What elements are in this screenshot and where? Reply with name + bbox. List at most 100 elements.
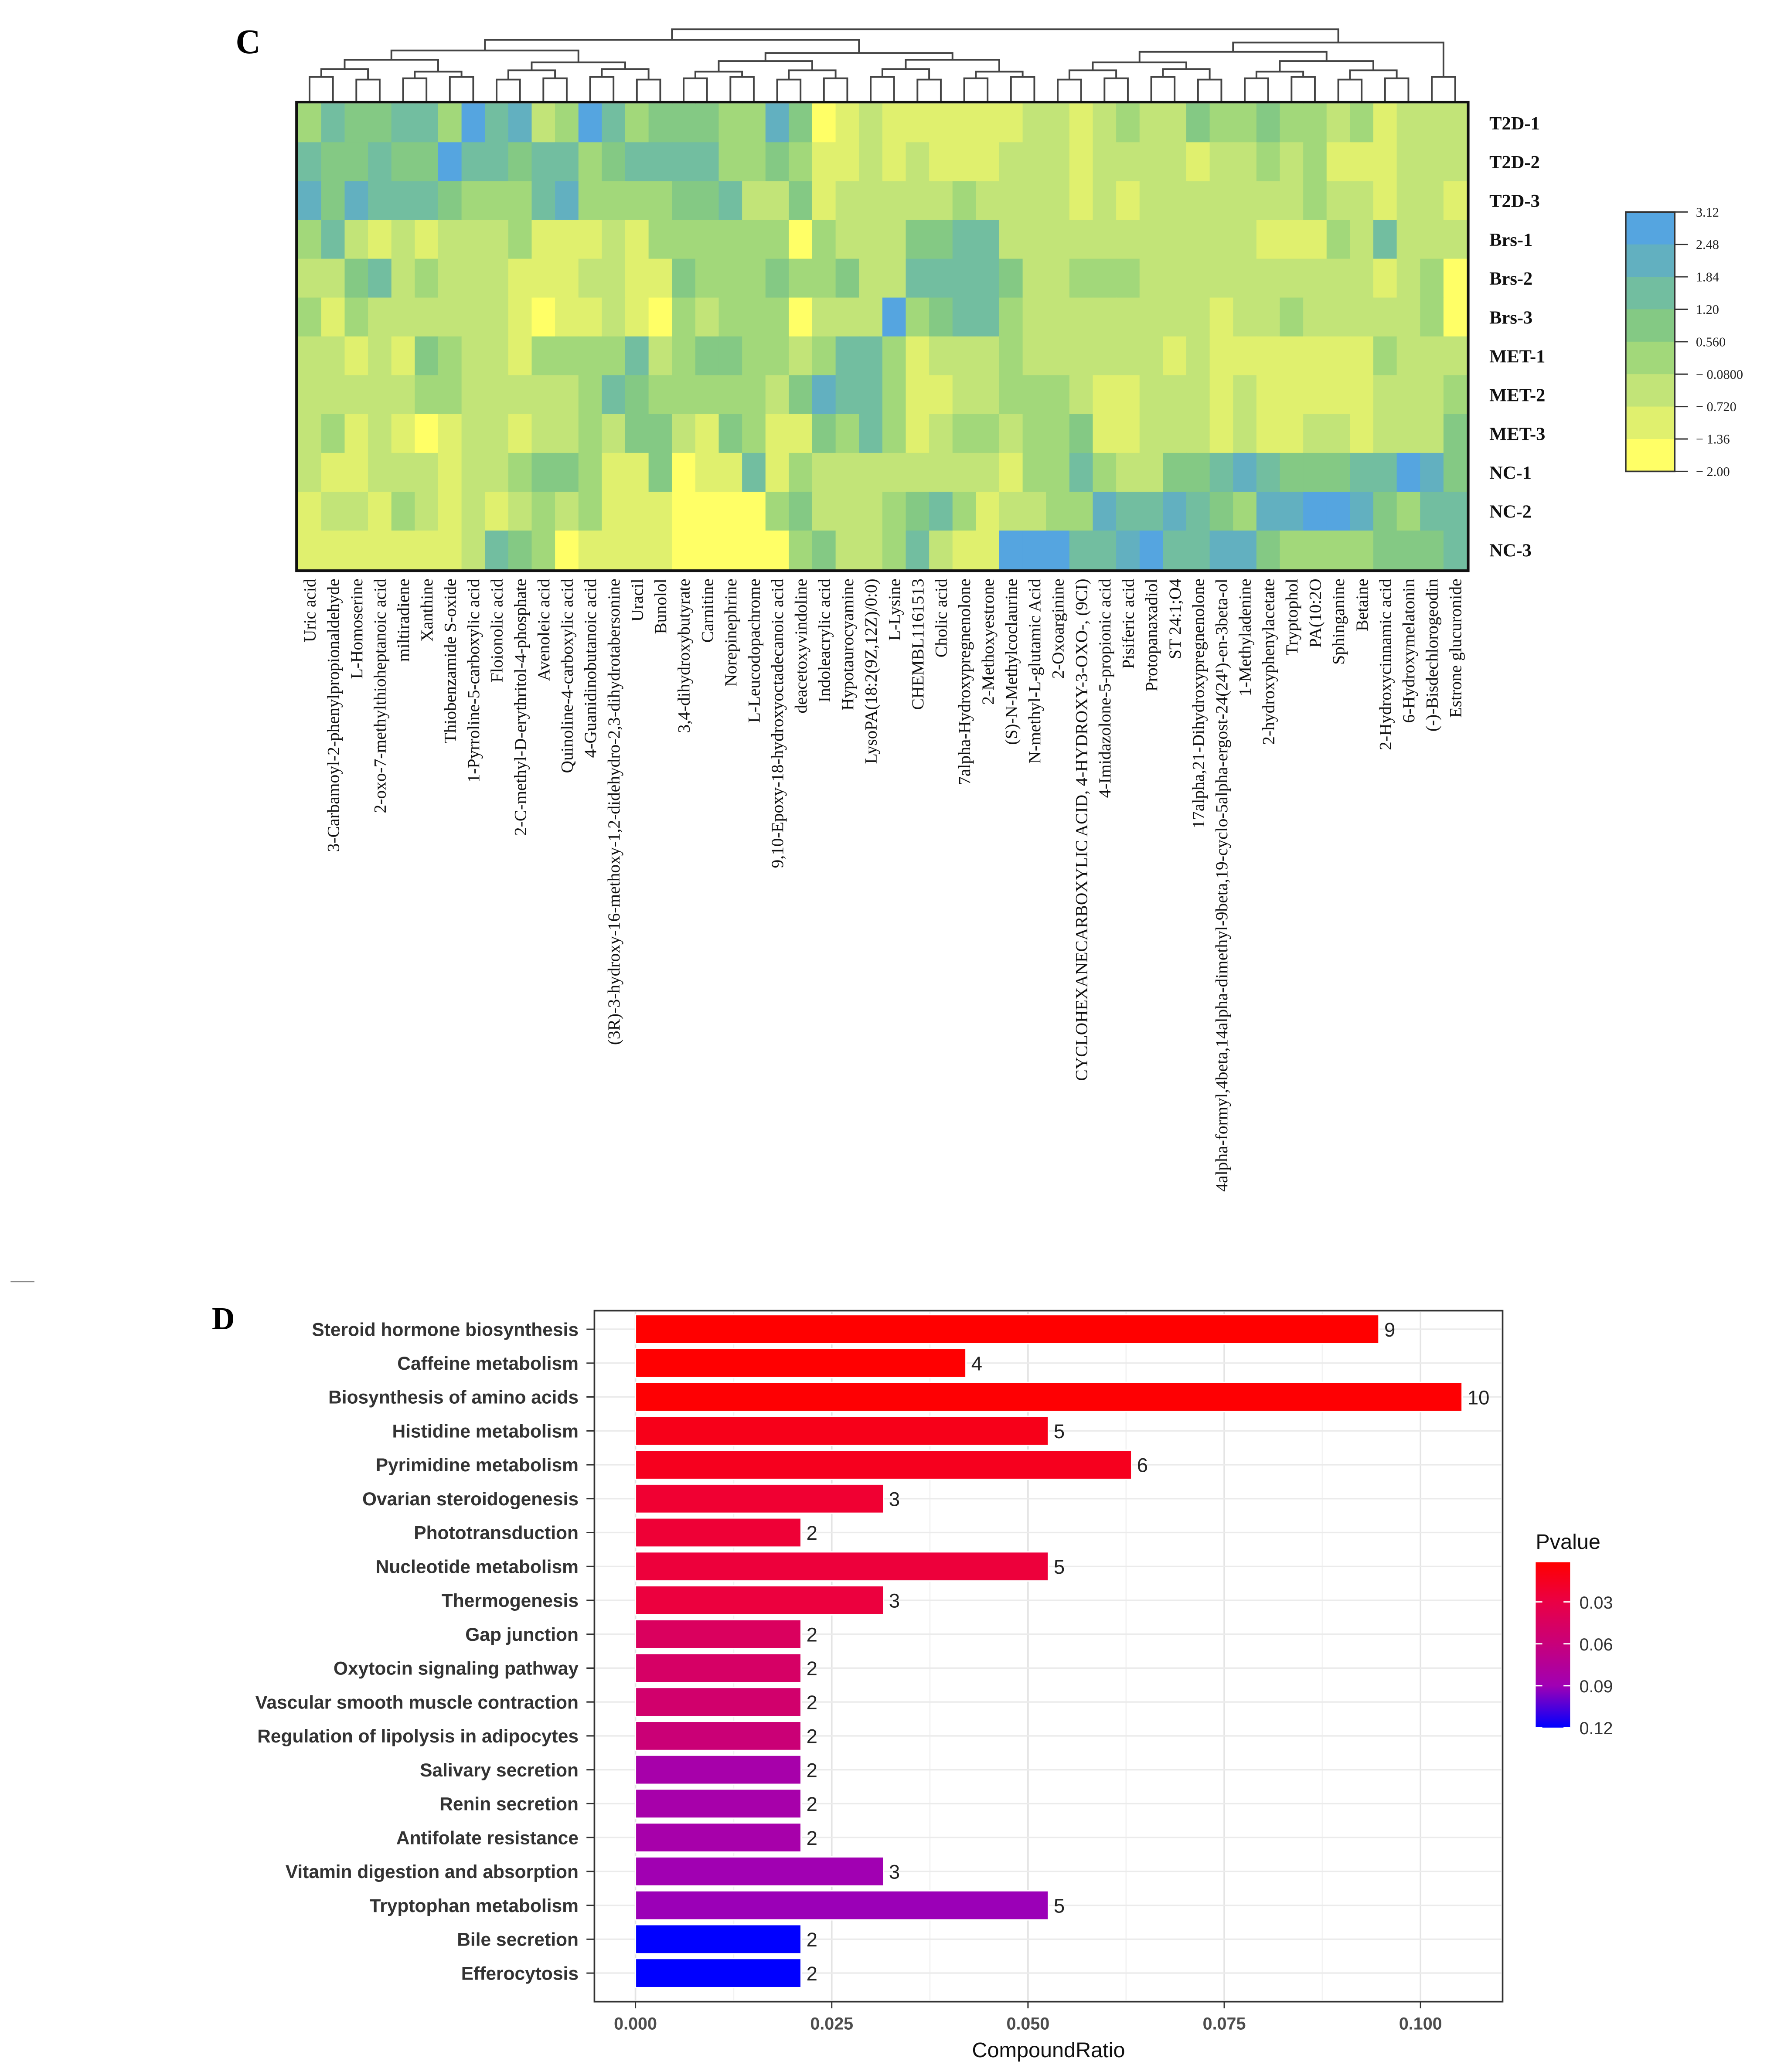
column-label: CHEMBL1161513 — [908, 578, 927, 710]
heatmap-cell — [1303, 220, 1327, 259]
dendrogram-branch — [636, 78, 661, 102]
heatmap-cell — [1139, 103, 1164, 143]
heatmap-cell — [508, 375, 532, 415]
heatmap-cell — [1069, 336, 1093, 376]
dendrogram-branch — [870, 76, 895, 102]
heatmap-cell — [1163, 453, 1187, 493]
heatmap-cell — [1326, 259, 1351, 298]
heatmap-cell — [835, 220, 860, 259]
heatmap-cell — [555, 336, 579, 376]
heatmap-cell — [1396, 336, 1421, 376]
column-label: ST 24:1;O4 — [1165, 578, 1185, 659]
heatmap-cell — [718, 491, 743, 531]
heatmap-cell — [531, 142, 556, 182]
heatmap-cell — [298, 297, 322, 337]
heatmap-cell — [1280, 142, 1304, 182]
heatmap-cell — [789, 103, 813, 143]
heatmap-cell — [1280, 531, 1304, 570]
heatmap-cell — [648, 531, 673, 570]
heatmap-cell — [1163, 220, 1187, 259]
heatmap-cell — [461, 414, 486, 454]
dendrogram-branch — [1103, 77, 1129, 102]
dendrogram-branch — [1244, 77, 1269, 102]
heatmap-cell — [1022, 297, 1047, 337]
heatmap-cell — [508, 220, 532, 259]
heatmap-cell — [344, 414, 369, 454]
heatmap-cell — [625, 336, 649, 376]
bar-count-label: 2 — [807, 1793, 817, 1815]
heatmap-cell — [812, 453, 836, 493]
heatmap-cell — [1116, 220, 1140, 259]
bar — [635, 1551, 1049, 1582]
bar-count-label: 2 — [807, 1759, 817, 1781]
column-label: CYCLOHEXANECARBOXYLIC ACID, 4-HYDROXY-3-… — [1072, 578, 1091, 1081]
heatmap-cell — [1163, 336, 1187, 376]
heatmap-cell — [1046, 414, 1070, 454]
heatmap-cell — [1256, 491, 1280, 531]
heatmap-cell — [1350, 414, 1374, 454]
heatmap-cell — [531, 297, 556, 337]
heatmap-cell — [1396, 181, 1421, 221]
bars: 9 4 10 5 6 3 2 5 3 2 2 2 2 2 2 2 3 5 2 2 — [635, 1314, 1489, 1989]
dendrogram-branch — [1150, 76, 1176, 102]
heatmap-cell — [976, 181, 1000, 221]
bar-count-label: 3 — [889, 1590, 900, 1612]
heatmap-cell — [602, 142, 626, 182]
row-label: NC-3 — [1489, 541, 1532, 561]
heatmap-cell — [648, 259, 673, 298]
heatmap-cell — [976, 142, 1000, 182]
category-label: Oxytocin signaling pathway — [334, 1659, 579, 1679]
row-label: MET-1 — [1489, 346, 1545, 367]
heatmap-cell — [531, 103, 556, 143]
heatmap-cell — [415, 103, 439, 143]
heatmap-cell — [1186, 375, 1210, 415]
heatmap-cell — [999, 220, 1023, 259]
bar — [635, 1754, 802, 1785]
heatmap-cell — [812, 220, 836, 259]
heatmap-cell — [765, 103, 790, 143]
column-label: 6-Hydroxymelatonin — [1399, 578, 1418, 723]
bar-count-label: 9 — [1384, 1319, 1395, 1341]
heatmap-cell — [1326, 375, 1351, 415]
dendrogram-branch — [542, 77, 568, 102]
heatmap-cell — [391, 375, 415, 415]
category-label: Renin secretion — [439, 1794, 579, 1815]
heatmap-cell — [485, 103, 509, 143]
heatmap-cell — [765, 491, 790, 531]
heatmap-cell — [929, 414, 953, 454]
heatmap-cell — [835, 259, 860, 298]
heatmap-cell — [485, 142, 509, 182]
heatmap-cell — [1046, 181, 1070, 221]
category-label: Ovarian steroidogenesis — [362, 1489, 579, 1510]
heatmap-cell — [1443, 259, 1468, 298]
column-label: PA(10:2O — [1306, 578, 1325, 648]
heatmap-cell — [321, 181, 345, 221]
x-tick-label: 0.100 — [1399, 2014, 1442, 2033]
heatmap-cell — [1209, 259, 1234, 298]
heatmap-cell — [929, 142, 953, 182]
bar — [635, 1653, 802, 1684]
heatmap-cell — [1022, 375, 1047, 415]
heatmap-cell — [835, 453, 860, 493]
heatmap-cell — [531, 336, 556, 376]
heatmap-cell — [718, 142, 743, 182]
heatmap-cell — [1209, 336, 1234, 376]
heatmap-cell — [438, 414, 462, 454]
heatmap-cell — [625, 375, 649, 415]
heatmap-cell — [344, 297, 369, 337]
heatmap-cell — [1022, 414, 1047, 454]
heatmap-cell — [1326, 297, 1351, 337]
heatmap-cell — [789, 453, 813, 493]
heatmap-color-legend: 3.12 2.48 1.84 1.20 0.560 − 0.0800 − 0.720 − 1.… — [1625, 205, 1743, 479]
category-label: Antifolate resistance — [396, 1828, 579, 1848]
heatmap-cell — [1046, 375, 1070, 415]
heatmap-cell — [555, 220, 579, 259]
column-label: 3,4-dihydroxybutyrate — [674, 578, 694, 733]
dendrogram-branch — [905, 59, 1000, 72]
heatmap-cell — [1280, 181, 1304, 221]
heatmap-cell — [765, 142, 790, 182]
heatmap-cell — [298, 103, 322, 143]
category-label: Pyrimidine metabolism — [376, 1455, 579, 1476]
legend-tick-label: 0.12 — [1580, 1719, 1613, 1738]
pvalue-color-legend: 0.03 0.06 0.09 0.12 — [1536, 1562, 1613, 1738]
